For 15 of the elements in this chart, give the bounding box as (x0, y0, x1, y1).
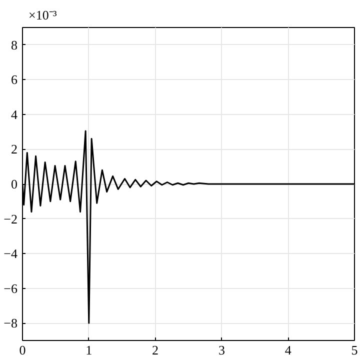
y-tick-label: −8 (4, 316, 18, 331)
text: ×10⁻³ (28, 8, 57, 22)
y-tick-label: −6 (4, 280, 18, 296)
y-tick-label: 6 (11, 72, 18, 88)
y-tick-label: 2 (11, 142, 18, 157)
x-tick-label: 2 (152, 342, 159, 358)
y-tick-label: 4 (11, 106, 18, 122)
y-tick-label: −2 (4, 211, 18, 226)
y-tick-label: −4 (4, 246, 18, 262)
y-tick-label: 8 (11, 37, 18, 52)
x-tick-label: 3 (218, 342, 225, 358)
y-tick-label: 0 (11, 176, 18, 192)
x-tick-label: 4 (284, 342, 292, 358)
x-tick-label: 1 (86, 342, 92, 358)
x-tick-label: 5 (351, 342, 358, 358)
